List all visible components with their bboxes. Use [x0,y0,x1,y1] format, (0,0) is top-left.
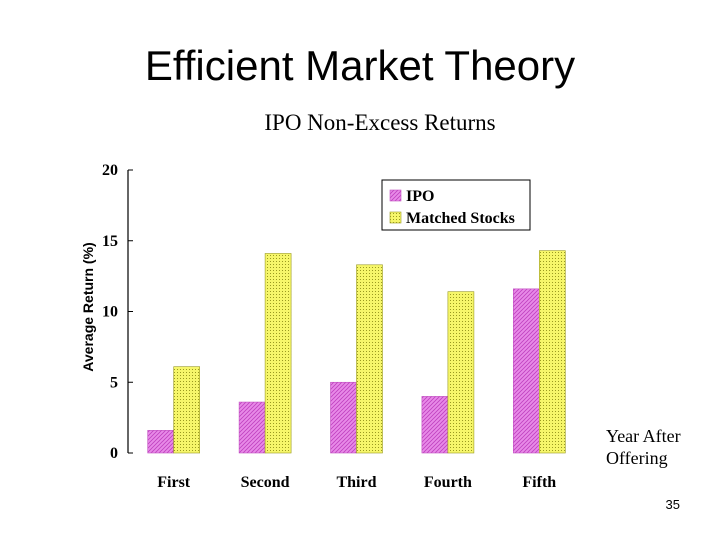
y-tick-label: 15 [102,233,118,250]
x-tick-label: Third [336,474,376,491]
bar-ipo [421,396,449,454]
bar-ipo [238,401,266,454]
page-number: 35 [665,497,680,512]
x-axis-label: Year After Offering [606,426,681,468]
legend-label: Matched Stocks [406,210,515,227]
bar-matched-stocks [538,250,566,454]
legend-swatch-ipo [389,189,402,202]
y-tick-label: 10 [102,304,118,321]
x-tick-label: Fifth [522,474,556,491]
x-tick-label: Fourth [424,474,472,491]
y-tick-label: 5 [110,374,118,391]
legend-box [381,179,531,231]
chart-title: IPO Non-Excess Returns [264,110,496,135]
bar-matched-stocks [447,291,475,454]
bar-matched-stocks [264,253,292,454]
bar-ipo [512,288,540,454]
legend-label: IPO [406,188,434,205]
y-tick-label: 0 [110,445,118,462]
bar-matched-stocks [173,366,200,454]
bar-ipo [330,381,357,454]
x-tick-label: First [157,474,191,491]
slide-title: Efficient Market Theory [144,42,576,89]
bar-ipo [147,430,174,454]
legend-swatch-matched-stocks [389,211,402,224]
bar-matched-stocks [356,264,383,454]
y-tick-label: 20 [102,162,118,179]
x-tick-label: Second [241,474,290,491]
